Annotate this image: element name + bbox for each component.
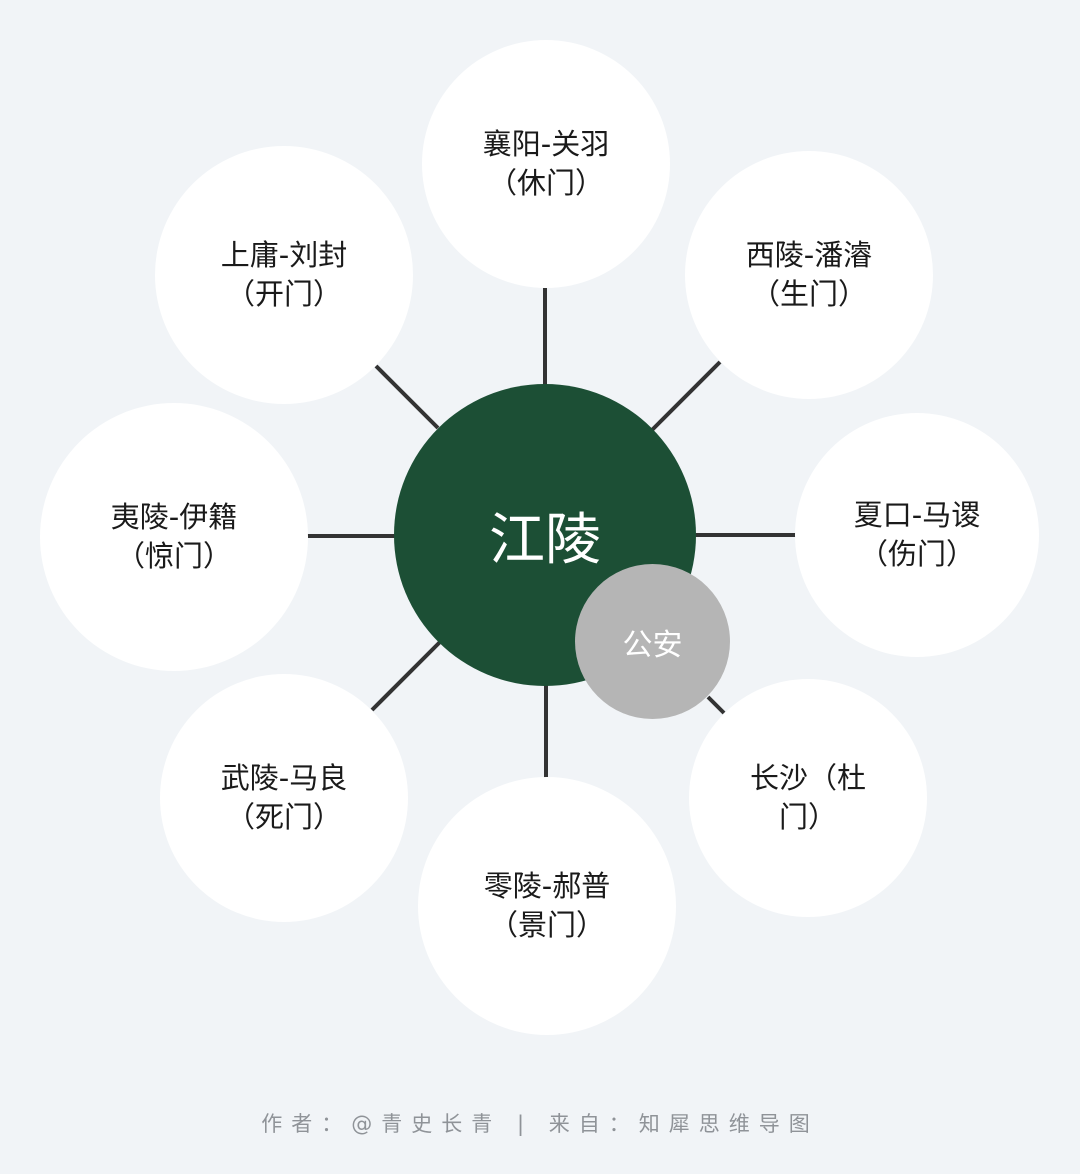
sub-node-label: 公安 bbox=[622, 627, 683, 663]
node-xiling: 西陵-潘濬 （生门） bbox=[685, 151, 933, 399]
node-subtitle: （生门） bbox=[750, 277, 867, 311]
node-title: 襄阳-关羽 bbox=[482, 127, 610, 161]
connector-line-changsha bbox=[706, 695, 726, 715]
center-node: 江陵 bbox=[394, 384, 696, 686]
node-title: 长沙（杜 bbox=[749, 761, 866, 795]
node-wuling: 武陵-马良 （死门） bbox=[160, 674, 408, 922]
connector-line-wuling bbox=[370, 640, 442, 712]
node-xiakou: 夏口-马谡 （伤门） bbox=[795, 413, 1039, 657]
node-shangyong: 上庸-刘封 （开门） bbox=[155, 146, 413, 404]
node-subtitle: （休门） bbox=[487, 166, 604, 200]
node-subtitle: （惊门） bbox=[115, 539, 232, 573]
node-title: 上庸-刘封 bbox=[220, 238, 348, 272]
node-yiling: 夷陵-伊籍 （惊门） bbox=[40, 403, 308, 671]
node-subtitle: （伤门） bbox=[858, 537, 975, 571]
connector-line-shangyong bbox=[374, 364, 440, 430]
node-subtitle: 门） bbox=[778, 800, 837, 834]
node-lingling: 零陵-郝普 （景门） bbox=[418, 777, 676, 1035]
sub-node-gongan: 公安 bbox=[575, 564, 730, 719]
node-title: 夷陵-伊籍 bbox=[110, 500, 238, 534]
node-subtitle: （景门） bbox=[488, 908, 605, 942]
connector-line-xiling bbox=[650, 360, 722, 432]
node-subtitle: （开门） bbox=[225, 277, 342, 311]
node-changsha: 长沙（杜 门） bbox=[689, 679, 927, 917]
node-title: 夏口-马谡 bbox=[853, 498, 981, 532]
node-title: 零陵-郝普 bbox=[483, 869, 611, 903]
node-xiangyang: 襄阳-关羽 （休门） bbox=[422, 40, 670, 288]
center-label: 江陵 bbox=[489, 507, 601, 573]
node-subtitle: （死门） bbox=[225, 800, 342, 834]
node-title: 武陵-马良 bbox=[220, 761, 348, 795]
node-title: 西陵-潘濬 bbox=[745, 238, 873, 272]
footer-credit: 作者：@青史长青 | 来自：知犀思维导图 bbox=[261, 1112, 819, 1136]
